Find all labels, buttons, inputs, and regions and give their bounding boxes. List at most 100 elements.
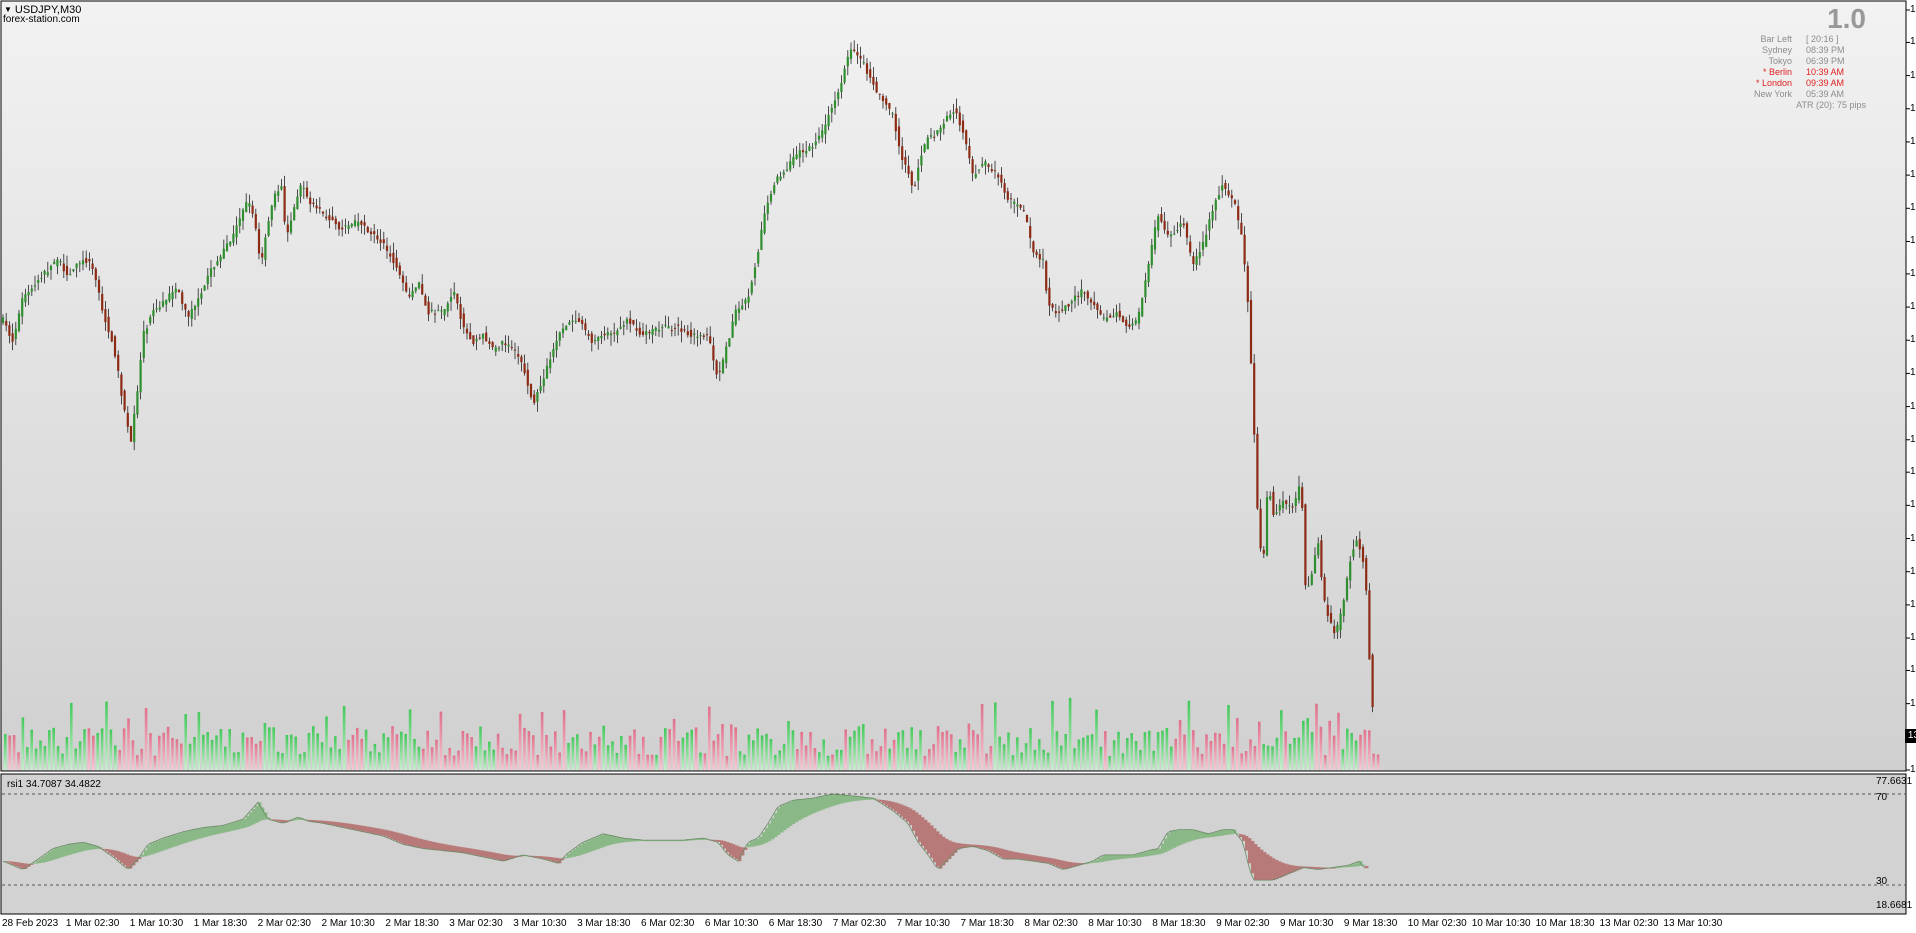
rsi-cloud-segment <box>72 843 76 854</box>
volume-bar <box>1368 730 1371 770</box>
rsi-cloud-segment <box>105 849 109 852</box>
candle-body <box>37 279 40 283</box>
rsi-cloud-segment <box>1101 856 1105 862</box>
volume-bar <box>118 750 121 770</box>
candle-body <box>1109 315 1112 318</box>
rsi-cloud-segment <box>915 812 919 837</box>
rsi-cloud-segment <box>969 844 973 848</box>
rsi-cloud-segment <box>162 838 166 851</box>
candle-body <box>1150 244 1153 266</box>
volume-bar <box>822 739 825 770</box>
time-axis-label: 1 Mar 10:30 <box>129 918 184 929</box>
rsi-cloud-segment <box>78 842 82 853</box>
volume-bar <box>430 747 434 770</box>
session-name: * London <box>1755 78 1792 88</box>
candle-body <box>1019 204 1022 208</box>
volume-bar <box>562 710 566 770</box>
rsi-cloud-segment <box>189 830 193 842</box>
rsi-cloud-segment <box>933 828 937 863</box>
candle-body <box>894 113 897 132</box>
candle-body <box>465 328 469 334</box>
symbol-label[interactable]: ▼ USDJPY,M30 <box>4 4 81 16</box>
candle-body <box>629 318 632 324</box>
candle-body <box>341 227 344 230</box>
rsi-cloud-segment <box>768 823 772 842</box>
rsi-cloud-segment <box>558 858 562 864</box>
time-axis-label: 9 Mar 18:30 <box>1343 918 1398 929</box>
rsi-cloud-segment <box>921 817 925 847</box>
rsi-cloud-segment <box>441 843 445 851</box>
volume-bar <box>532 735 535 770</box>
candle-body <box>62 263 65 272</box>
candle-body <box>78 263 81 265</box>
session-time: [ 20:16 ] <box>1806 34 1839 44</box>
rsi-cloud-segment <box>888 801 892 808</box>
volume-bar <box>1086 735 1089 770</box>
volume-bar <box>1192 730 1195 770</box>
main-pane[interactable] <box>0 0 1907 772</box>
candle-body <box>289 220 293 233</box>
candle-body <box>161 301 165 307</box>
rsi-cloud-segment <box>408 835 412 846</box>
rsi-cloud-segment <box>720 840 724 845</box>
candle-body <box>1217 195 1221 200</box>
volume-bar <box>1165 727 1169 770</box>
time-axis-label: 9 Mar 10:30 <box>1280 918 1334 929</box>
rsi-cloud-segment <box>1020 853 1024 860</box>
candle-body <box>437 310 440 312</box>
volume-bar <box>496 733 500 770</box>
volume-bar <box>1082 737 1085 770</box>
rsi-cloud-segment <box>1131 854 1135 858</box>
volume-bar <box>716 734 720 770</box>
time-axis-label: 7 Mar 18:30 <box>960 918 1014 929</box>
rsi-cloud-segment <box>1362 864 1366 866</box>
volume-bar <box>989 746 993 770</box>
rsi-cloud-segment <box>513 855 517 859</box>
volume-bar <box>712 740 715 770</box>
rsi-cloud-segment <box>1302 866 1306 868</box>
price-axis-label: 135.475 <box>1910 400 1916 412</box>
volume-bar <box>664 728 667 770</box>
rsi-cloud-segment <box>375 828 379 835</box>
rsi-cloud-segment <box>657 840 661 842</box>
rsi-cloud-segment <box>618 836 622 843</box>
volume-bar <box>373 743 377 770</box>
candle-body <box>453 291 456 296</box>
volume-bar <box>276 751 280 770</box>
rsi-cloud-segment <box>234 821 238 831</box>
time-axis-label: 6 Mar 02:30 <box>641 918 695 929</box>
candle-body <box>757 252 760 264</box>
rsi-cloud-segment <box>369 827 373 833</box>
rsi-cloud-segment <box>783 804 787 831</box>
rsi-cloud-segment <box>1122 854 1126 859</box>
rsi-cloud-segment <box>156 840 160 853</box>
volume-bar <box>598 736 601 770</box>
candle-body <box>261 253 264 258</box>
volume-bar <box>778 750 781 770</box>
rsi-cloud-segment <box>909 808 913 826</box>
candle-body <box>897 126 901 147</box>
dropdown-triangle-icon[interactable]: ▼ <box>4 5 12 14</box>
volume-bar <box>813 748 817 770</box>
rsi-cloud-segment <box>51 849 55 861</box>
current-price-tag: 133.288 <box>1905 729 1916 744</box>
candle-body <box>245 201 248 213</box>
candle-body <box>568 322 571 325</box>
candle-body <box>641 331 645 335</box>
candle-body <box>14 328 17 340</box>
rsi-cloud-segment <box>42 856 46 863</box>
candle-body <box>734 309 737 325</box>
candle-body <box>1221 185 1224 191</box>
candle-body <box>1278 504 1281 511</box>
rsi-cloud-segment <box>219 825 223 834</box>
candle-body <box>382 239 385 244</box>
volume-bar <box>1002 744 1006 770</box>
volume-bar <box>606 745 610 770</box>
rsi-cloud-segment <box>1236 833 1240 835</box>
rsi-cloud-segment <box>810 798 814 815</box>
candle-body <box>1006 191 1009 200</box>
volume-bar <box>545 735 548 770</box>
rsi-cloud-segment <box>1071 862 1075 868</box>
volume-bar <box>994 702 997 770</box>
